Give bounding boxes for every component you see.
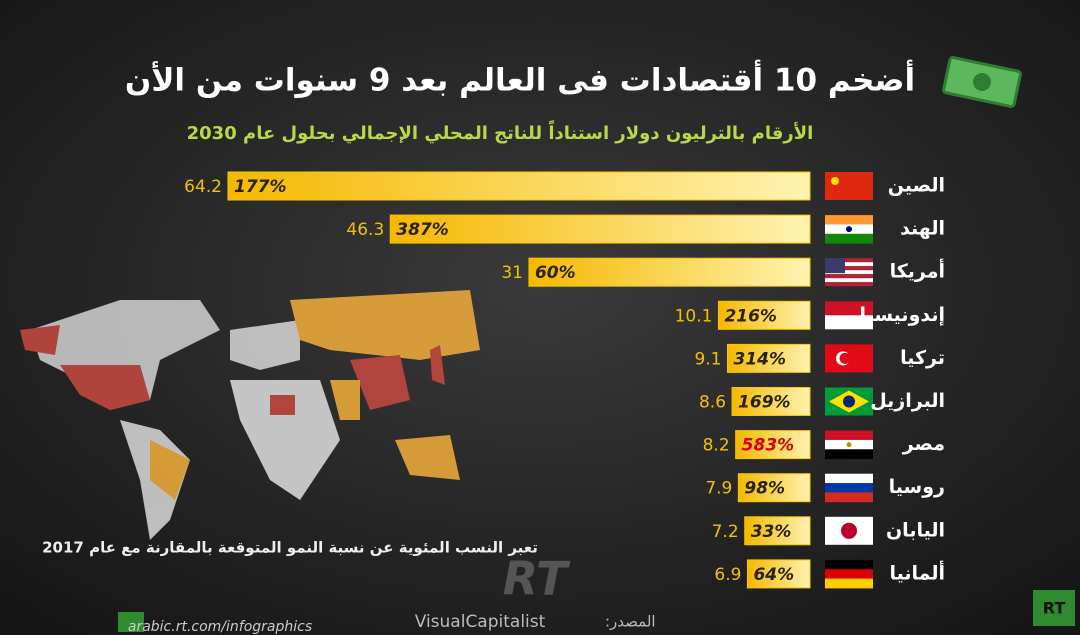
bar [727, 343, 811, 373]
flag [825, 258, 845, 274]
growth-label: 33% [751, 522, 792, 542]
flag [825, 301, 873, 316]
flag [825, 274, 873, 279]
flag [825, 172, 873, 200]
flag [825, 516, 873, 545]
source: VisualCapitalist [415, 612, 546, 632]
flag [831, 177, 839, 185]
note: تعبر النسب المئوية عن نسبة النمو المتوقع… [42, 539, 538, 557]
flag [839, 352, 851, 364]
bar [744, 516, 811, 546]
flag [825, 258, 873, 263]
flag [825, 262, 873, 267]
money-icon [942, 55, 1022, 109]
category-label: اليابان [886, 519, 945, 541]
flag [825, 278, 873, 283]
flag [825, 559, 873, 570]
flag [825, 387, 873, 416]
flag [825, 559, 873, 589]
flag [825, 315, 873, 330]
value-label: 64.2 [184, 177, 222, 197]
value-label: 46.3 [346, 220, 384, 240]
growth-label: 98% [744, 479, 785, 499]
bar [528, 257, 811, 287]
flag [825, 301, 873, 330]
flag [825, 483, 873, 493]
flag [825, 430, 873, 441]
flag [846, 442, 852, 448]
flag [846, 226, 852, 233]
flag [841, 522, 857, 539]
flag [825, 569, 873, 580]
flag [825, 266, 873, 271]
flag [825, 473, 873, 484]
flag [825, 233, 873, 244]
growth-label: 177% [234, 177, 287, 197]
growth-label: 169% [738, 393, 791, 413]
flag [825, 215, 873, 225]
flag [825, 270, 873, 275]
watermark-logo: RT [503, 552, 571, 606]
category-label: الهند [900, 218, 945, 240]
rt-icon [118, 612, 144, 632]
bar [735, 430, 811, 460]
url: arabic.rt.com/infographics [128, 619, 312, 635]
flag [825, 449, 873, 460]
corner-logo: RT [1043, 599, 1066, 618]
growth-label: 64% [753, 565, 794, 585]
growth-label: 314% [734, 349, 787, 369]
flag [825, 473, 873, 503]
corner-logo-box [1033, 590, 1075, 626]
value-label: 31 [501, 263, 523, 283]
bar [227, 171, 811, 201]
flag [825, 172, 873, 200]
category-label: إندونيسيا [859, 304, 945, 326]
flag [843, 395, 855, 408]
subtitle: الأرقام بالترليون دولار استناداً للناتج … [187, 120, 814, 144]
value-label: 8.6 [699, 393, 726, 413]
category-label: ألمانيا [889, 560, 945, 584]
flag [825, 344, 873, 373]
value-label: 9.1 [694, 349, 721, 369]
category-label: البرازيل [870, 390, 945, 412]
chart-title: أضخم 10 أقتصادات فى العالم بعد 9 سنوات م… [125, 60, 915, 99]
growth-label: 216% [724, 306, 777, 326]
flag [825, 258, 873, 287]
growth-label: 60% [535, 263, 576, 283]
growth-label: 583% [742, 436, 795, 456]
category-label: أمريكا [890, 259, 945, 283]
category-label: مصر [902, 433, 945, 455]
flag [825, 215, 873, 244]
bar [731, 387, 811, 416]
category-label: الصين [888, 175, 945, 197]
value-label: 8.2 [703, 436, 730, 456]
value-label: 6.9 [714, 565, 741, 585]
world-map [20, 290, 480, 540]
category-label: روسيا [889, 476, 945, 498]
bar [717, 300, 811, 330]
value-label: 10.1 [675, 306, 713, 326]
value-label: 7.9 [705, 479, 732, 499]
growth-label: 387% [396, 220, 449, 240]
flag [825, 282, 873, 287]
source-label: المصدر: [605, 613, 656, 631]
bar [389, 214, 811, 244]
category-label: تركيا [900, 347, 945, 369]
flag [825, 430, 873, 460]
bar [737, 473, 811, 503]
value-label: 7.2 [712, 522, 739, 542]
flag [825, 578, 873, 589]
flag [825, 492, 873, 503]
bar [746, 559, 811, 589]
